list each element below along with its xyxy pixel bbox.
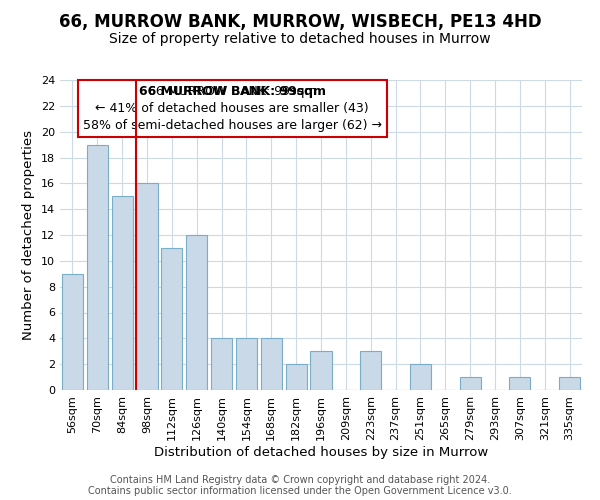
Bar xyxy=(310,351,332,390)
Bar xyxy=(186,235,207,390)
Bar xyxy=(410,364,431,390)
Bar xyxy=(112,196,133,390)
Bar xyxy=(62,274,83,390)
Bar xyxy=(211,338,232,390)
Text: 66, MURROW BANK, MURROW, WISBECH, PE13 4HD: 66, MURROW BANK, MURROW, WISBECH, PE13 4… xyxy=(59,12,541,30)
Bar xyxy=(136,184,158,390)
Bar xyxy=(261,338,282,390)
Y-axis label: Number of detached properties: Number of detached properties xyxy=(22,130,35,340)
Bar xyxy=(161,248,182,390)
Bar xyxy=(286,364,307,390)
Bar xyxy=(509,377,530,390)
Bar xyxy=(360,351,381,390)
Bar xyxy=(236,338,257,390)
Text: 66 MURROW BANK: 99sqm
← 41% of detached houses are smaller (43)
58% of semi-deta: 66 MURROW BANK: 99sqm ← 41% of detached … xyxy=(83,84,382,132)
Bar xyxy=(559,377,580,390)
Text: Size of property relative to detached houses in Murrow: Size of property relative to detached ho… xyxy=(109,32,491,46)
Text: Contains HM Land Registry data © Crown copyright and database right 2024.: Contains HM Land Registry data © Crown c… xyxy=(110,475,490,485)
Text: Contains public sector information licensed under the Open Government Licence v3: Contains public sector information licen… xyxy=(88,486,512,496)
Text: 66 MURROW BANK: 99sqm: 66 MURROW BANK: 99sqm xyxy=(139,84,326,98)
Bar xyxy=(87,144,108,390)
Bar xyxy=(460,377,481,390)
X-axis label: Distribution of detached houses by size in Murrow: Distribution of detached houses by size … xyxy=(154,446,488,458)
